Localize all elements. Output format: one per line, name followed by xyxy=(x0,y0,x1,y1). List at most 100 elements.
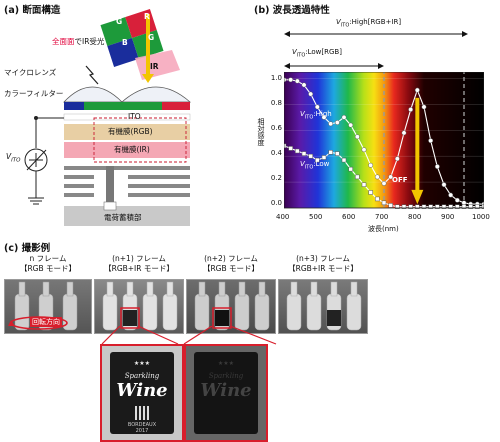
high-point-3 xyxy=(301,82,307,88)
storage-label: 電荷蓄積部 xyxy=(104,213,142,222)
vito-sub: ITO xyxy=(11,157,21,164)
high-range-text: :High[RGB+IR] xyxy=(349,18,402,26)
xtick-1000: 1000 xyxy=(472,213,490,221)
low-point-28 xyxy=(468,204,473,209)
frame-thumb-2 xyxy=(186,279,276,334)
high-point-10 xyxy=(348,122,354,128)
zoom2-script2: Wine xyxy=(200,380,252,401)
high-range-label: VITO:High[RGB+IR] xyxy=(336,18,401,28)
series-low-sub: ITO xyxy=(304,164,314,171)
zoom1-small: BORDEAUX xyxy=(127,422,157,428)
organic-rgb-label: 有機膜(RGB) xyxy=(108,127,153,136)
ir-label: IR xyxy=(150,62,159,71)
spectrum-chart xyxy=(284,72,484,209)
high-point-17 xyxy=(394,156,400,162)
xtick-900: 900 xyxy=(441,213,455,221)
low-point-14 xyxy=(375,196,380,202)
zoom-label-rgbir-inner xyxy=(110,352,174,434)
y-tick-labels: 1.0 0.8 0.6 0.4 0.2 0.0 xyxy=(262,74,282,214)
zoom1-qr xyxy=(135,406,149,420)
pixel-color-filter-diagram xyxy=(100,9,180,83)
high-point-20 xyxy=(414,87,420,93)
zoom2-stars: ★★★ xyxy=(217,360,235,367)
zoom1-script1: Sparkling xyxy=(124,372,160,380)
low-range-text: :Low[RGB] xyxy=(305,48,342,56)
low-point-13 xyxy=(368,190,373,195)
high-point-15 xyxy=(381,180,387,186)
high-point-25 xyxy=(448,192,454,198)
frame-2-line2: 【RGB モード】 xyxy=(202,264,260,273)
high-point-26 xyxy=(454,197,460,203)
microlens-label: マイクロレンズ xyxy=(4,68,57,77)
low-point-9 xyxy=(341,157,347,163)
frame-caption-2: (n+2) フレーム 【RGB モード】 xyxy=(186,254,276,274)
high-point-24 xyxy=(441,182,447,188)
pixel-letter-r: R xyxy=(144,12,150,21)
high-point-14 xyxy=(374,174,380,180)
low-range-label: VITO:Low[RGB] xyxy=(292,48,342,58)
high-point-11 xyxy=(354,134,360,140)
low-point-25 xyxy=(448,204,453,209)
frame-0-line1: n フレーム xyxy=(29,254,67,263)
low-point-22 xyxy=(428,204,433,209)
low-point-2 xyxy=(295,148,300,154)
ir-full-label: 全面面でIR受光 xyxy=(52,36,104,47)
high-point-27 xyxy=(461,200,467,206)
low-range-arrow xyxy=(284,63,384,69)
ito-label: ITO xyxy=(128,112,141,121)
series-low-label: VITO:Low xyxy=(300,160,329,170)
low-point-6 xyxy=(321,155,327,160)
vito-label: VITO xyxy=(6,152,20,164)
low-point-0 xyxy=(284,143,287,149)
low-point-16 xyxy=(388,203,393,208)
high-point-16 xyxy=(388,174,394,180)
frame-1-line2: 【RGB+IR モード】 xyxy=(104,264,174,273)
high-point-6 xyxy=(321,114,327,120)
ytick-10: 1.0 xyxy=(270,74,282,82)
frame-3-line1: (n+3) フレーム xyxy=(296,254,350,263)
high-point-21 xyxy=(421,104,427,110)
high-point-2 xyxy=(294,78,300,84)
pixel-letter-g1: G xyxy=(116,17,123,26)
frame-thumb-1 xyxy=(94,279,184,334)
zoom-label-rgb-inner xyxy=(194,352,258,434)
high-point-12 xyxy=(361,147,367,153)
low-point-3 xyxy=(301,151,307,156)
zoom1-script2: Wine xyxy=(116,380,168,401)
high-point-8 xyxy=(334,120,340,125)
low-point-29 xyxy=(475,204,480,209)
xtick-800: 800 xyxy=(408,213,422,221)
section-a-title: (a) 断面構造 xyxy=(4,5,61,16)
section-b-title: (b) 波長透過特性 xyxy=(254,5,330,16)
ir-full-black: でIR受光 xyxy=(74,37,105,46)
bottles-graphic-2 xyxy=(194,281,270,331)
low-point-24 xyxy=(441,204,447,209)
low-point-15 xyxy=(381,200,387,206)
low-point-10 xyxy=(348,166,353,172)
series-high-sub: ITO xyxy=(304,114,314,121)
high-point-22 xyxy=(428,138,434,144)
series-high-label: VITO:High xyxy=(300,110,332,120)
low-point-17 xyxy=(395,204,400,209)
zoom1-year: 2017 xyxy=(135,428,149,434)
frame-3-line2: 【RGB+IR モード】 xyxy=(288,264,358,273)
low-point-11 xyxy=(355,174,360,180)
section-c-title: (c) 撮影例 xyxy=(4,243,51,254)
frame-1-line1: (n+1) フレーム xyxy=(112,254,166,263)
high-range-v: V xyxy=(336,18,341,26)
xtick-700: 700 xyxy=(375,213,389,221)
series-low-text: :Low xyxy=(313,160,330,168)
frame-caption-0: n フレーム 【RGB モード】 xyxy=(4,254,92,274)
zoom1-stars: ★★★ xyxy=(133,360,151,367)
colorfilter-label: カラーフィルター xyxy=(4,89,64,98)
ytick-04: 0.4 xyxy=(270,149,282,157)
pixel-letter-b: B xyxy=(122,38,128,47)
high-point-7 xyxy=(328,121,334,127)
frame-thumb-3 xyxy=(278,279,368,334)
organic-ir-label: 有機膜(IR) xyxy=(114,145,150,154)
low-point-12 xyxy=(361,182,367,187)
low-point-4 xyxy=(308,153,313,159)
rotation-label: 回転方向 xyxy=(30,317,62,327)
low-point-21 xyxy=(421,204,427,209)
bottles-graphic-3 xyxy=(286,281,362,331)
